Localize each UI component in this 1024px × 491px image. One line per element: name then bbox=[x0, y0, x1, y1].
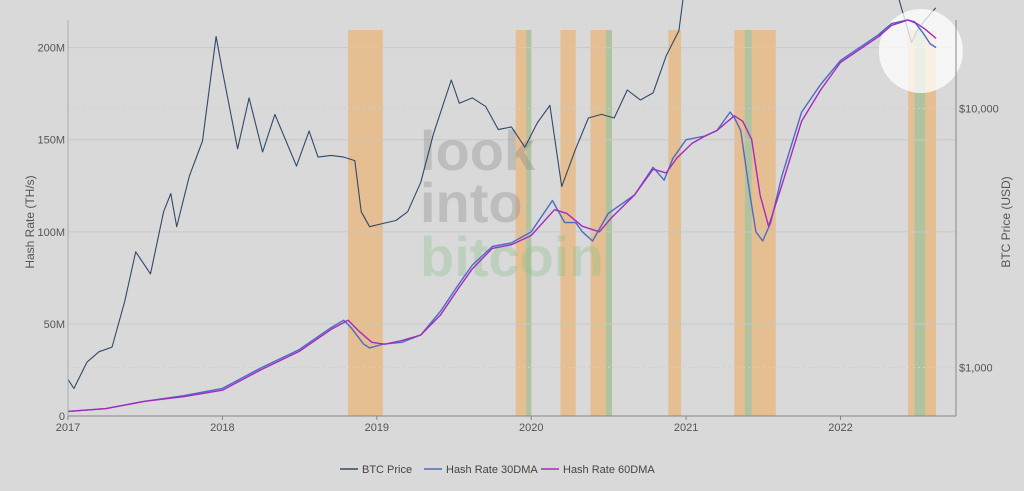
x-tick-2022: 2022 bbox=[828, 422, 852, 434]
watermark-line2: into bbox=[420, 171, 523, 234]
x-tick-2018: 2018 bbox=[210, 422, 234, 434]
y-axis-left-title: Hash Rate (TH/s) bbox=[23, 175, 37, 268]
watermark-line1: look bbox=[420, 119, 536, 182]
y-right-tick-0: $1,000 bbox=[959, 363, 993, 375]
legend[interactable]: BTC Price Hash Rate 30DMA Hash Rate 60DMA bbox=[340, 464, 655, 476]
series-overlay-1 bbox=[878, 19, 937, 49]
band-orange-6 bbox=[668, 30, 682, 416]
series-line-0 bbox=[67, 0, 937, 390]
x-tick-2020: 2020 bbox=[519, 422, 543, 434]
y-axis-right-title: BTC Price (USD) bbox=[999, 176, 1013, 267]
y-left-tick-3: 150M bbox=[37, 135, 65, 147]
highlight-circle bbox=[878, 8, 963, 93]
watermark-line3: bitcoin bbox=[420, 225, 604, 288]
x-tick-2019: 2019 bbox=[365, 422, 389, 434]
legend-label-2: Hash Rate 60DMA bbox=[563, 464, 655, 476]
band-green-8 bbox=[744, 30, 752, 416]
x-tick-2021: 2021 bbox=[674, 422, 698, 434]
x-tick-2017: 2017 bbox=[56, 422, 80, 434]
series-overlay-2 bbox=[878, 19, 937, 39]
y-left-tick-1: 50M bbox=[44, 319, 65, 331]
y-left-tick-4: 200M bbox=[37, 43, 65, 55]
y-right-tick-1: $10,000 bbox=[959, 104, 999, 116]
series-line-2 bbox=[67, 19, 937, 413]
band-green-2 bbox=[526, 30, 532, 416]
capitulation-bands bbox=[348, 30, 937, 416]
y-left-tick-0: 0 bbox=[59, 411, 65, 423]
band-green-5 bbox=[605, 30, 613, 416]
axes: 2017 2018 2019 2020 2021 2022 0 50M 100M 150M 200M… bbox=[37, 20, 999, 434]
legend-label-0: BTC Price bbox=[362, 464, 412, 476]
watermark: look into bitcoin bbox=[420, 119, 604, 288]
series-line-1 bbox=[67, 19, 937, 413]
band-orange-0 bbox=[348, 30, 383, 416]
legend-label-1: Hash Rate 30DMA bbox=[446, 464, 538, 476]
highlight-marker bbox=[878, 8, 963, 93]
y-left-tick-2: 100M bbox=[37, 227, 65, 239]
series-lines bbox=[67, 0, 937, 413]
band-green-10 bbox=[914, 30, 926, 416]
